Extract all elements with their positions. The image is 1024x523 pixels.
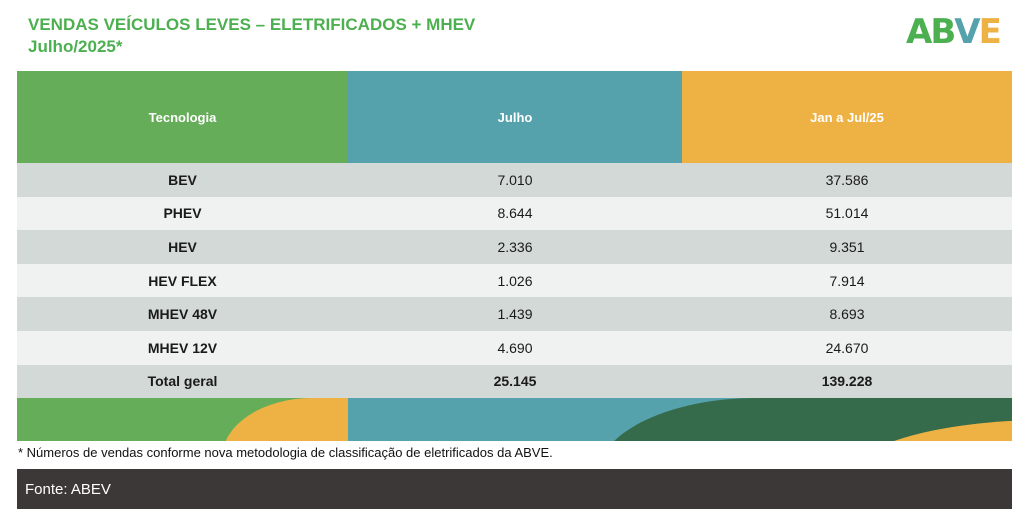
cell-julho: 8.644 bbox=[497, 205, 533, 222]
methodology-note: * Números de vendas conforme nova metodo… bbox=[18, 445, 553, 460]
table-row: HEV 2.336 9.351 bbox=[17, 230, 1012, 264]
cell-julho: 7.010 bbox=[497, 171, 533, 188]
cell-total-label: Total geral bbox=[147, 373, 218, 390]
cell-tecnologia: HEV FLEX bbox=[148, 272, 217, 289]
table-row: MHEV 48V 1.439 8.693 bbox=[17, 297, 1012, 331]
cell-total-julho: 25.145 bbox=[493, 373, 537, 390]
cell-jan-jul: 51.014 bbox=[825, 205, 869, 222]
cell-jan-jul: 7.914 bbox=[829, 272, 865, 289]
header-julho: Julho bbox=[348, 71, 682, 163]
cell-julho: 1.439 bbox=[497, 306, 533, 323]
cell-julho: 1.026 bbox=[497, 272, 533, 289]
source-footer: Fonte: ABEV bbox=[17, 469, 1012, 509]
cell-julho: 4.690 bbox=[497, 339, 533, 356]
cell-tecnologia: HEV bbox=[168, 238, 197, 255]
cell-tecnologia: BEV bbox=[168, 171, 197, 188]
source-text: Fonte: ABEV bbox=[25, 480, 111, 498]
cell-jan-jul: 37.586 bbox=[825, 171, 869, 188]
table-row: HEV FLEX 1.026 7.914 bbox=[17, 263, 1012, 298]
sales-table: Tecnologia Julho Jan a Jul/25 BEV 7.010 … bbox=[17, 71, 1012, 442]
cell-jan-jul: 24.670 bbox=[825, 339, 869, 356]
deco-teal bbox=[348, 398, 596, 442]
table-row-total: Total geral 25.145 139.228 bbox=[17, 364, 1012, 399]
title-line-2: Julho/2025* bbox=[28, 37, 123, 56]
cell-jan-jul: 8.693 bbox=[829, 306, 865, 323]
page-title: VENDAS VEÍCULOS LEVES – ELETRIFICADOS + … bbox=[28, 14, 475, 58]
deco-green bbox=[17, 398, 348, 442]
deco-right bbox=[596, 398, 1012, 442]
deco-orange-curve bbox=[222, 398, 348, 442]
cell-jan-jul: 9.351 bbox=[829, 238, 865, 255]
header-tecnologia: Tecnologia bbox=[17, 71, 348, 163]
table-row: PHEV 8.644 51.014 bbox=[17, 196, 1012, 231]
header-jan-jul: Jan a Jul/25 bbox=[682, 71, 1012, 163]
table-row: BEV 7.010 37.586 bbox=[17, 163, 1012, 197]
table-row: MHEV 12V 4.690 24.670 bbox=[17, 330, 1012, 365]
decorative-band bbox=[17, 398, 1012, 442]
table-header: Tecnologia Julho Jan a Jul/25 bbox=[17, 71, 1012, 163]
cell-tecnologia: MHEV 12V bbox=[147, 339, 218, 356]
title-line-1: VENDAS VEÍCULOS LEVES – ELETRIFICADOS + … bbox=[28, 15, 476, 34]
cell-tecnologia: MHEV 48V bbox=[147, 306, 218, 323]
cell-tecnologia: PHEV bbox=[163, 205, 202, 222]
abve-logo: ABVE bbox=[906, 12, 1002, 52]
cell-total-jan-jul: 139.228 bbox=[821, 373, 873, 390]
cell-julho: 2.336 bbox=[497, 238, 533, 255]
